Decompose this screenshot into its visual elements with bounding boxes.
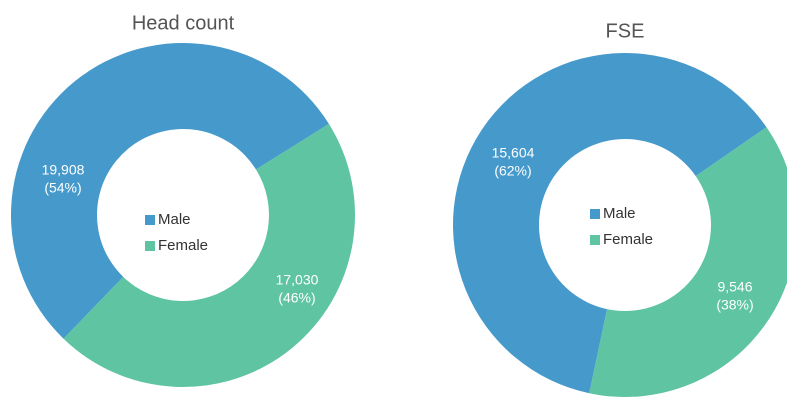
donut-slice bbox=[10, 42, 329, 339]
value-label: 15,604 bbox=[492, 145, 535, 161]
percent-label: (38%) bbox=[716, 297, 753, 313]
percent-label: (46%) bbox=[278, 290, 315, 306]
legend-label: Male bbox=[603, 205, 636, 222]
legend-swatch bbox=[145, 215, 155, 225]
value-label: 9,546 bbox=[717, 279, 752, 295]
value-label: 17,030 bbox=[276, 272, 319, 288]
legend-label: Male bbox=[158, 211, 191, 228]
legend-swatch bbox=[145, 241, 155, 251]
donut-slice bbox=[63, 123, 355, 387]
value-label: 19,908 bbox=[42, 162, 85, 178]
chart-title: FSE bbox=[606, 20, 645, 42]
donut-slice bbox=[452, 52, 767, 394]
percent-label: (62%) bbox=[494, 163, 531, 179]
chart-title: Head count bbox=[132, 12, 235, 34]
percent-label: (54%) bbox=[44, 180, 81, 196]
legend-label: Female bbox=[158, 237, 208, 254]
legend-label: Female bbox=[603, 231, 653, 248]
donut-slice bbox=[589, 127, 787, 397]
legend-swatch bbox=[590, 209, 600, 219]
legend-swatch bbox=[590, 235, 600, 245]
